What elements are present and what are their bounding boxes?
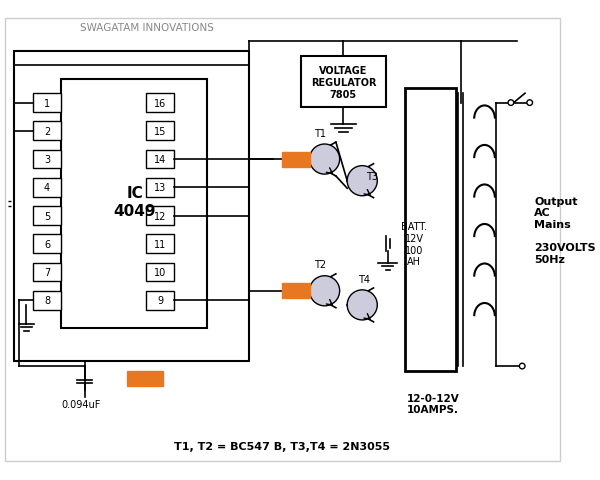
Text: Output
AC
Mains

230VOLTS
50Hz: Output AC Mains 230VOLTS 50Hz	[535, 196, 596, 264]
Bar	[282, 284, 310, 299]
Text: SWAGATAM INNOVATIONS: SWAGATAM INNOVATIONS	[80, 24, 214, 33]
Bar	[33, 94, 61, 113]
Bar	[146, 263, 174, 282]
Circle shape	[508, 101, 514, 106]
Text: 1K: 1K	[290, 287, 302, 296]
Text: T1: T1	[314, 129, 326, 138]
Text: 7: 7	[44, 267, 50, 277]
Circle shape	[527, 101, 533, 106]
Bar	[33, 263, 61, 282]
Bar	[33, 122, 61, 141]
Text: 12: 12	[154, 211, 166, 221]
Text: 12-0-12V
10AMPS.: 12-0-12V 10AMPS.	[406, 393, 459, 415]
Bar	[146, 122, 174, 141]
Bar	[33, 150, 61, 169]
Text: T2: T2	[314, 260, 326, 270]
Text: BATT.
12V
100
AH: BATT. 12V 100 AH	[401, 222, 427, 266]
Text: 16: 16	[154, 98, 166, 108]
Text: 0.094uF: 0.094uF	[61, 399, 101, 409]
Bar	[14, 52, 250, 361]
Bar	[301, 57, 386, 108]
Bar	[146, 94, 174, 113]
Bar	[127, 371, 163, 386]
Bar	[404, 89, 457, 371]
Circle shape	[520, 363, 525, 369]
Bar	[33, 235, 61, 253]
Bar	[61, 80, 207, 329]
Text: 4: 4	[44, 183, 50, 193]
Text: 15: 15	[154, 127, 166, 136]
Text: 2: 2	[44, 127, 50, 136]
Bar	[146, 150, 174, 169]
Bar	[146, 235, 174, 253]
Text: T4: T4	[358, 274, 370, 284]
Text: T1, T2 = BC547 B, T3,T4 = 2N3055: T1, T2 = BC547 B, T3,T4 = 2N3055	[174, 441, 390, 451]
Bar	[33, 207, 61, 226]
Text: 5: 5	[44, 211, 50, 221]
Text: 6: 6	[44, 239, 50, 249]
Circle shape	[310, 276, 340, 306]
Bar	[282, 152, 310, 167]
Bar	[146, 291, 174, 310]
Text: 14: 14	[154, 155, 166, 165]
Circle shape	[347, 166, 377, 196]
Text: 1: 1	[44, 98, 50, 108]
Text: T3: T3	[365, 172, 377, 181]
Text: 3: 3	[44, 155, 50, 165]
Text: 100K: 100K	[134, 374, 155, 383]
Bar	[33, 179, 61, 197]
Circle shape	[310, 144, 340, 175]
Circle shape	[347, 290, 377, 320]
Text: 8: 8	[44, 296, 50, 306]
Text: 1K: 1K	[290, 155, 302, 164]
Text: VOLTAGE
REGULATOR
7805: VOLTAGE REGULATOR 7805	[311, 66, 376, 99]
Bar	[33, 291, 61, 310]
Text: 9: 9	[157, 296, 163, 306]
Text: 11: 11	[154, 239, 166, 249]
Bar	[146, 207, 174, 226]
Text: IC
4049: IC 4049	[113, 186, 156, 218]
Bar	[146, 179, 174, 197]
Text: 13: 13	[154, 183, 166, 193]
Text: 10: 10	[154, 267, 166, 277]
